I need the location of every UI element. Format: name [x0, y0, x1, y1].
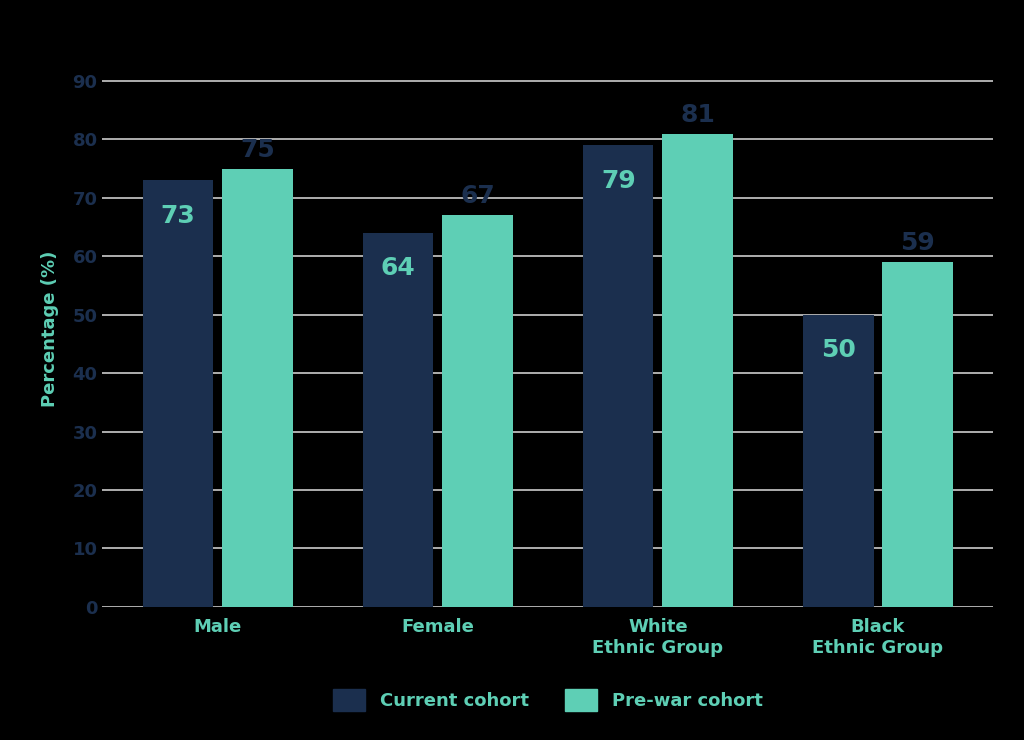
Text: 64: 64 [381, 256, 416, 280]
Bar [442, 215, 513, 607]
Text: 67: 67 [460, 184, 495, 209]
Text: 75: 75 [240, 138, 274, 161]
Y-axis label: Percentage (%): Percentage (%) [41, 251, 58, 408]
Legend: Current cohort, Pre-war cohort: Current cohort, Pre-war cohort [324, 680, 772, 720]
Text: 50: 50 [821, 338, 856, 362]
Bar [583, 145, 653, 607]
Bar [143, 181, 213, 607]
Text: 81: 81 [680, 103, 715, 127]
Text: 59: 59 [900, 231, 935, 255]
Bar [362, 233, 433, 607]
Text: 73: 73 [161, 204, 196, 228]
Bar [222, 169, 293, 607]
Text: 79: 79 [601, 169, 636, 192]
Bar [883, 262, 952, 607]
Bar [663, 134, 733, 607]
Bar [803, 314, 873, 607]
